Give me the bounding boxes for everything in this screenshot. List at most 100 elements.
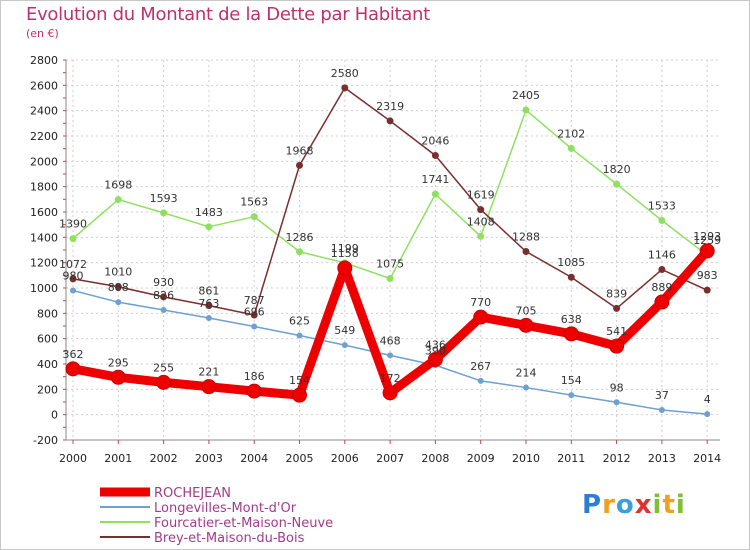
series-point (613, 304, 621, 312)
series-point (70, 287, 76, 294)
chart-subtitle: (en €) (26, 27, 59, 40)
data-label: 1286 (286, 231, 314, 244)
data-label: 638 (561, 313, 582, 326)
series-point (65, 361, 81, 377)
series-point (114, 196, 122, 204)
series-point (201, 379, 217, 395)
series-point (341, 342, 348, 349)
data-label: 705 (516, 304, 537, 317)
data-label: 186 (244, 370, 265, 383)
logo-letter: t (662, 490, 676, 520)
series-point (160, 209, 168, 217)
data-label: 983 (697, 269, 718, 282)
data-label: 154 (561, 374, 582, 387)
x-tick-label: 2010 (512, 452, 540, 465)
data-label: 1085 (557, 256, 585, 269)
data-label: 549 (334, 324, 355, 337)
data-label: 2102 (557, 127, 585, 140)
data-label: 1288 (512, 231, 540, 244)
data-label: 255 (153, 361, 174, 374)
series-point (523, 384, 529, 391)
data-label: 98 (610, 381, 624, 394)
data-label: 1820 (603, 163, 631, 176)
data-label: 980 (63, 270, 84, 283)
data-label: 468 (380, 334, 401, 347)
legend-label: ROCHEJEAN (154, 486, 231, 501)
data-label: 390 (425, 344, 446, 357)
data-label: 1075 (376, 258, 404, 271)
data-label: 763 (198, 297, 219, 310)
series-point (251, 323, 258, 330)
x-tick-label: 2006 (331, 452, 359, 465)
y-axis: -200 0 200 400 600 800 1000 1200 1400 1600 1800 200… (30, 54, 67, 447)
series-point (522, 106, 530, 114)
data-label: 1968 (286, 144, 314, 157)
data-labels: 362 295 255 221 186 154 1158 172 436 770 705 638 541… (59, 67, 721, 406)
series-point (518, 317, 534, 333)
x-tick-label: 2000 (59, 452, 87, 465)
logo-letter: P (582, 490, 603, 520)
x-tick-label: 2002 (150, 452, 178, 465)
data-label: 436 (425, 338, 446, 351)
data-label: 696 (244, 306, 265, 319)
data-label: 625 (289, 315, 310, 328)
data-label: 888 (108, 281, 129, 294)
series-point (115, 299, 122, 306)
data-label: 1158 (331, 247, 359, 260)
x-tick-label: 2008 (421, 452, 449, 465)
data-label: 2580 (331, 67, 359, 80)
x-tick-label: 2014 (693, 452, 721, 465)
x-tick-label: 2003 (195, 452, 223, 465)
series-point (568, 392, 575, 399)
series-point (654, 294, 670, 310)
data-label: 1698 (104, 179, 132, 192)
data-label: 1259 (693, 234, 721, 247)
y-tick-label: 0 (51, 409, 58, 422)
y-tick-label: 1800 (30, 181, 58, 194)
series-point (431, 152, 439, 160)
data-label: 1741 (421, 173, 449, 186)
logo-letter: r (602, 490, 616, 520)
series-point (110, 369, 126, 385)
series-point (160, 293, 168, 301)
y-tick-label: 2800 (30, 54, 58, 67)
data-label: 826 (153, 289, 174, 302)
series-point (699, 243, 715, 259)
data-label: 1533 (648, 199, 676, 212)
y-tick-label: 1000 (30, 282, 58, 295)
series-point (563, 326, 579, 342)
series-point (337, 260, 353, 276)
x-tick-label: 2004 (240, 452, 268, 465)
x-tick-label: 2013 (648, 452, 676, 465)
series-point (431, 190, 439, 198)
x-tick-label: 2011 (557, 452, 585, 465)
data-label: 154 (289, 374, 310, 387)
data-label: 1408 (467, 215, 495, 228)
data-label: 770 (470, 296, 491, 309)
data-label: 1390 (59, 218, 87, 231)
data-label: 214 (516, 367, 537, 380)
data-label: 362 (63, 348, 84, 361)
series-point (704, 411, 711, 418)
legend-label: Brey-et-Maison-du-Bois (154, 531, 305, 546)
series-point (69, 275, 77, 283)
series-point (477, 232, 485, 240)
series-point (296, 161, 303, 169)
series-point (703, 286, 711, 294)
data-label: 4 (704, 393, 711, 406)
data-label: 1563 (240, 196, 268, 209)
data-label: 930 (153, 276, 174, 289)
data-label: 295 (108, 356, 129, 369)
y-tick-label: 1400 (30, 231, 58, 244)
y-tick-label: 200 (37, 383, 58, 396)
series-point (387, 352, 394, 359)
series-point (250, 213, 258, 221)
x-tick-label: 2012 (603, 452, 631, 465)
legend-label: Fourcatier-et-Maison-Neuve (154, 516, 333, 531)
series-point (296, 248, 303, 256)
series-group (65, 84, 715, 418)
y-tick-label: -200 (33, 434, 58, 447)
series-point (205, 315, 212, 322)
y-tick-label: 400 (37, 358, 58, 371)
